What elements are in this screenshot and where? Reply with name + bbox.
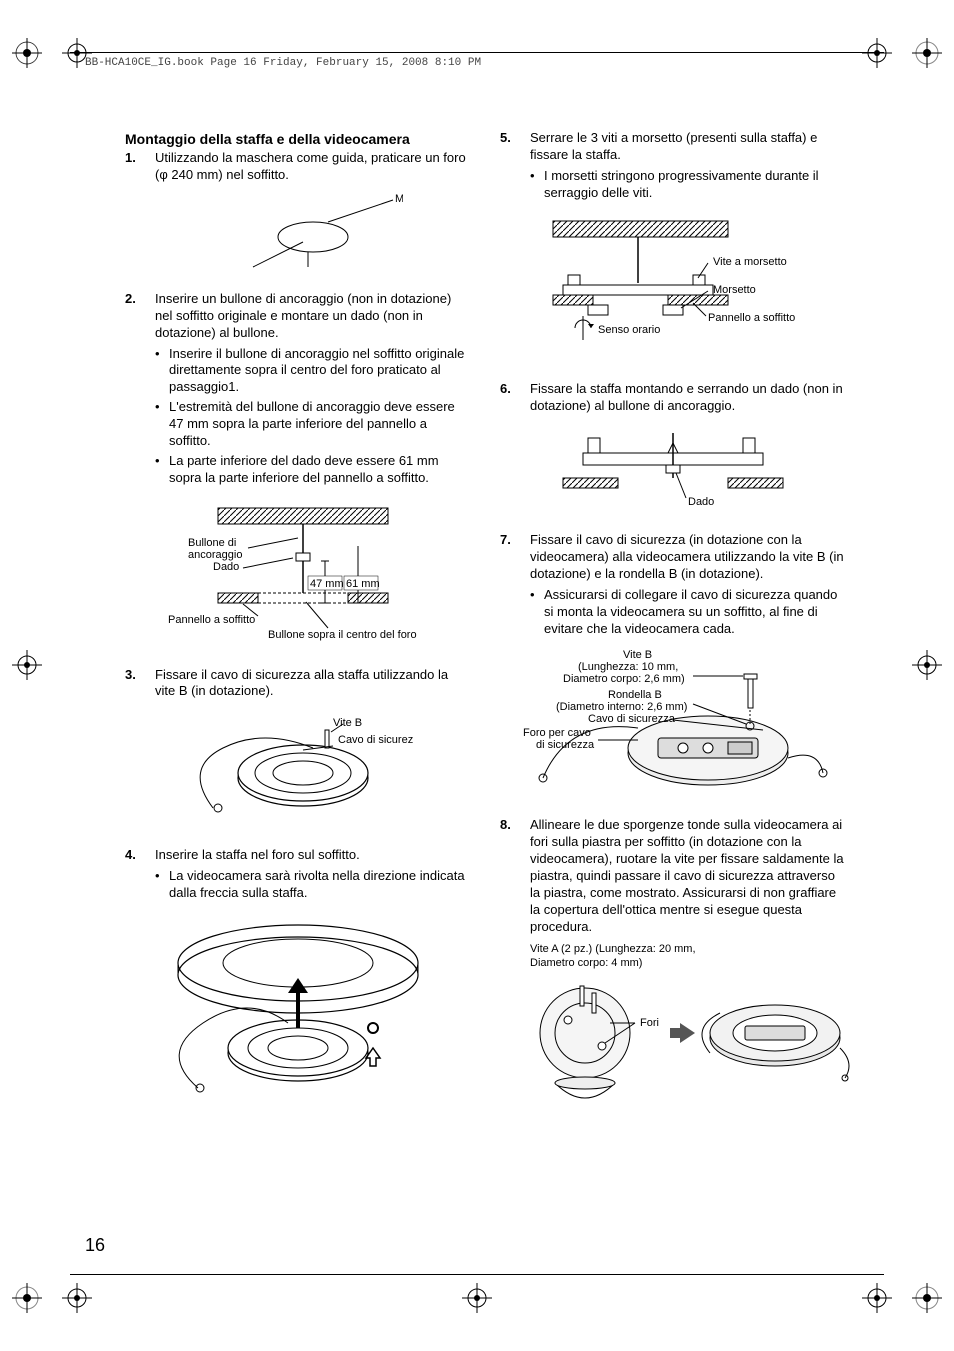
step-number: 2.	[125, 291, 155, 490]
crop-mark-tl	[12, 38, 42, 68]
bullet-text: I morsetti stringono progressivamente du…	[544, 168, 845, 202]
label-viteA: Vite A (2 pz.) (Lunghezza: 20 mm, Diamet…	[530, 942, 845, 971]
right-column: 5. Serrare le 3 viti a morsetto (present…	[500, 130, 845, 1127]
figure-plate: Fori	[500, 978, 845, 1113]
label-pannello: Pannello a soffitto	[168, 614, 255, 626]
crop-mark-bl2	[62, 1283, 92, 1313]
label-dado: Dado	[213, 561, 239, 573]
label-fori: Fori	[640, 1017, 659, 1029]
header-text: BB-HCA10CE_IG.book Page 16 Friday, Febru…	[85, 56, 481, 70]
step-text: Serrare le 3 viti a morsetto (presenti s…	[530, 130, 817, 162]
crop-mark-tl2	[62, 38, 92, 68]
label-bullone: Bullone diancoraggio	[188, 537, 242, 561]
label-viteB2: Vite B(Lunghezza: 10 mm,Diametro corpo: …	[563, 649, 685, 685]
label-47mm: 47 mm	[310, 578, 344, 590]
left-column: Montaggio della staffa e della videocame…	[125, 130, 470, 1127]
step-5: 5. Serrare le 3 viti a morsetto (present…	[500, 130, 845, 205]
label-vite: Vite a morsetto	[713, 256, 787, 268]
step-text: Utilizzando la maschera come guida, prat…	[155, 150, 470, 184]
crop-mark-tr	[912, 38, 942, 68]
label-senso: Senso orario	[598, 324, 660, 336]
step-number: 7.	[500, 532, 530, 640]
step-number: 3.	[125, 667, 155, 701]
label-dado2: Dado	[688, 496, 714, 508]
crop-mark-br2	[862, 1283, 892, 1313]
step-number: 1.	[125, 150, 155, 184]
label-centro: Bullone sopra il centro del foro	[268, 629, 417, 641]
step-1: 1. Utilizzando la maschera come guida, p…	[125, 150, 470, 184]
crop-mark-bl	[12, 1283, 42, 1313]
bullet-text: L'estremità del bullone di ancoraggio de…	[169, 399, 470, 450]
step-text: Fissare il cavo di sicurezza alla staffa…	[155, 667, 470, 701]
figure-insert	[125, 913, 470, 1108]
figure-mask: Maschera	[125, 192, 470, 277]
figure-clamp: Senso orario Vite a morsetto Morsetto Pa…	[500, 213, 845, 368]
step-text: Fissare il cavo di sicurezza (in dotazio…	[530, 532, 844, 581]
figure-wire-camera: Vite B(Lunghezza: 10 mm,Diametro corpo: …	[500, 648, 845, 803]
label-rondella: Rondella B(Diametro interno: 2,6 mm)	[556, 689, 687, 713]
step-text: Fissare la staffa montando e serrando un…	[530, 381, 845, 415]
step-text: Allineare le due sporgenze tonde sulla v…	[530, 817, 845, 935]
step-text: Inserire la staffa nel foro sul soffitto…	[155, 847, 360, 862]
section-title: Montaggio della staffa e della videocame…	[125, 130, 470, 148]
label-pannello2: Pannello a soffitto	[708, 312, 795, 324]
bullet-text: La videocamera sarà rivolta nella direzi…	[169, 868, 470, 902]
bullet-text: La parte inferiore del dado deve essere …	[169, 453, 470, 487]
step-7: 7. Fissare il cavo di sicurezza (in dota…	[500, 532, 845, 640]
step-3: 3. Fissare il cavo di sicurezza alla sta…	[125, 667, 470, 701]
crop-mark-bc	[462, 1283, 492, 1313]
bullet-text: Inserire il bullone di ancoraggio nel so…	[169, 346, 470, 397]
step-2: 2. Inserire un bullone di ancoraggio (no…	[125, 291, 470, 490]
step-number: 5.	[500, 130, 530, 205]
figure-nut: Dado	[500, 423, 845, 518]
step-4: 4. Inserire la staffa nel foro sul soffi…	[125, 847, 470, 905]
label-morsetto: Morsetto	[713, 284, 756, 296]
header-rule	[70, 52, 884, 53]
label-foro: Foro per cavodi sicurezza	[523, 727, 595, 751]
crop-mark-tr2	[862, 38, 892, 68]
footer-rule	[70, 1274, 884, 1275]
label-61mm: 61 mm	[346, 578, 380, 590]
crop-mark-br	[912, 1283, 942, 1313]
bullet-text: Assicurarsi di collegare il cavo di sicu…	[544, 587, 845, 638]
crop-mark-ml	[12, 650, 42, 680]
step-8: 8. Allineare le due sporgenze tonde sull…	[500, 817, 845, 935]
figure-anchor: 47 mm 61 mm Bullone diancoraggio Dado Pa…	[125, 498, 470, 653]
step-number: 8.	[500, 817, 530, 935]
label-maschera: Maschera	[395, 193, 403, 205]
step-text: Inserire un bullone di ancoraggio (non i…	[155, 291, 451, 340]
label-cavo: Cavo di sicurezza	[338, 734, 413, 746]
step-number: 4.	[125, 847, 155, 905]
label-cavo2: Cavo di sicurezza	[588, 713, 676, 725]
page-number: 16	[85, 1234, 105, 1257]
step-6: 6. Fissare la staffa montando e serrando…	[500, 381, 845, 415]
figure-wire-bracket: Vite B Cavo di sicurezza	[125, 708, 470, 833]
crop-mark-mr	[912, 650, 942, 680]
step-number: 6.	[500, 381, 530, 415]
